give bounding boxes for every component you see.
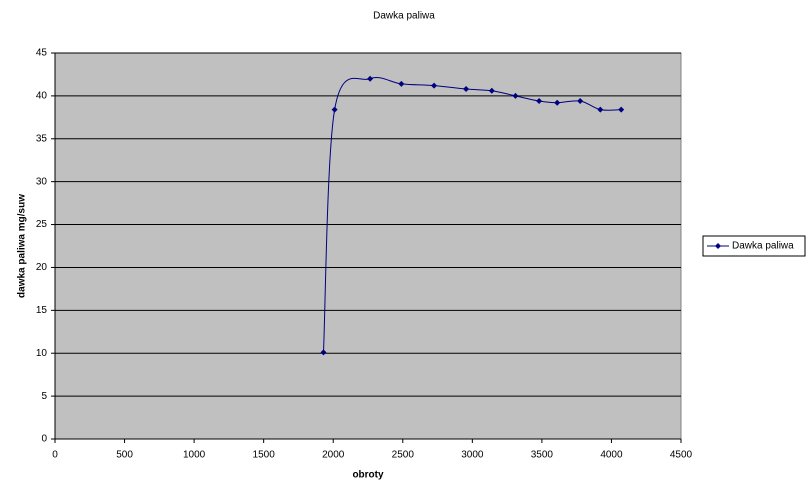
y-tick-label: 40 — [36, 91, 48, 102]
x-tick-label: 500 — [116, 450, 133, 461]
data-point — [463, 86, 470, 93]
x-tick-label: 3000 — [461, 450, 484, 461]
data-point — [367, 75, 374, 82]
data-point — [320, 349, 327, 356]
y-tick-label: 30 — [36, 176, 48, 187]
x-tick-label: 0 — [52, 450, 58, 461]
y-tick-label: 20 — [36, 262, 48, 273]
y-axis-label: dawka paliwa mg/suw — [17, 194, 28, 298]
x-tick-label: 1500 — [253, 450, 276, 461]
x-tick-label: 3500 — [531, 450, 554, 461]
y-tick-label: 0 — [41, 434, 47, 445]
y-tick-label: 25 — [36, 219, 48, 230]
x-tick-label: 2500 — [392, 450, 415, 461]
data-point — [618, 106, 625, 113]
data-point — [554, 99, 561, 106]
legend-marker — [715, 243, 721, 249]
y-tick-label: 10 — [36, 348, 48, 359]
y-tick-label: 15 — [36, 305, 48, 316]
chart-title: Dawka paliwa — [373, 11, 435, 22]
data-point — [398, 80, 405, 87]
data-point — [431, 82, 438, 89]
x-tick-label: 1000 — [183, 450, 206, 461]
data-point — [331, 106, 338, 113]
data-point — [536, 98, 543, 105]
y-tick-label: 35 — [36, 133, 48, 144]
data-point — [577, 98, 584, 105]
legend-box — [702, 235, 806, 257]
x-axis-label: obroty — [352, 470, 384, 481]
legend-label: Dawka paliwa — [732, 241, 794, 252]
data-point — [488, 87, 495, 94]
data-point — [597, 106, 604, 113]
x-tick-label: 2000 — [322, 450, 345, 461]
y-tick-label: 5 — [41, 391, 47, 402]
x-tick-label: 4500 — [670, 450, 693, 461]
data-point — [512, 92, 519, 99]
plot-area — [54, 52, 682, 440]
y-tick-label: 45 — [36, 48, 48, 59]
x-tick-label: 4000 — [600, 450, 623, 461]
